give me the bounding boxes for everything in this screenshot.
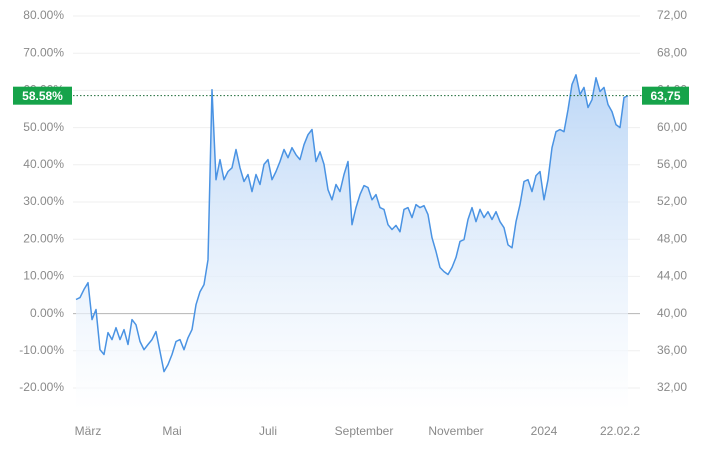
y-tick-label: -20.00% xyxy=(19,380,64,394)
y-tick-label: 30.00% xyxy=(23,194,64,208)
y2-tick-label: 32,00 xyxy=(657,380,687,394)
y-tick-label: 10.00% xyxy=(23,269,64,283)
y2-tick-label: 68,00 xyxy=(657,45,687,59)
price-badge xyxy=(642,86,689,105)
price-line xyxy=(75,74,629,373)
y-tick-label: 0.00% xyxy=(30,306,64,320)
y2-tick-label: 36,00 xyxy=(657,343,687,357)
y2-tick-label: 44,00 xyxy=(657,269,687,283)
area-fill xyxy=(76,74,628,411)
y2-tick-label: 60,00 xyxy=(657,120,687,134)
y2-tick-label: 56,00 xyxy=(657,157,687,171)
y2-tick-label: 52,00 xyxy=(657,194,687,208)
x-tick-label: 2024 xyxy=(531,424,558,438)
x-tick-label: 22.02.2 xyxy=(600,424,640,438)
x-tick-label: September xyxy=(335,424,394,438)
plot xyxy=(73,74,642,411)
x-tick-label: Juli xyxy=(259,424,277,438)
y-tick-label: 80.00% xyxy=(23,8,64,22)
y-tick-label: 20.00% xyxy=(23,231,64,245)
current-label: 58.58% xyxy=(22,89,63,103)
x-tick-label: November xyxy=(428,424,483,438)
labels: -20.00% -10.00% 0.00% 10.00% 20.00% 30.00% 40.… xyxy=(13,8,689,438)
y2-tick-label: 40,00 xyxy=(657,306,687,320)
y-tick-label: 70.00% xyxy=(23,45,64,59)
y-tick-label: 40.00% xyxy=(23,157,64,171)
y-tick-label: 50.00% xyxy=(23,120,64,134)
y2-tick-label: 72,00 xyxy=(657,8,687,22)
x-tick-label: Mai xyxy=(162,424,181,438)
current-badge xyxy=(13,86,72,105)
y2-tick-label: 48,00 xyxy=(657,231,687,245)
x-tick-label: März xyxy=(75,424,102,438)
price-label: 63,75 xyxy=(650,89,680,103)
y-tick-label: -10.00% xyxy=(19,343,64,357)
